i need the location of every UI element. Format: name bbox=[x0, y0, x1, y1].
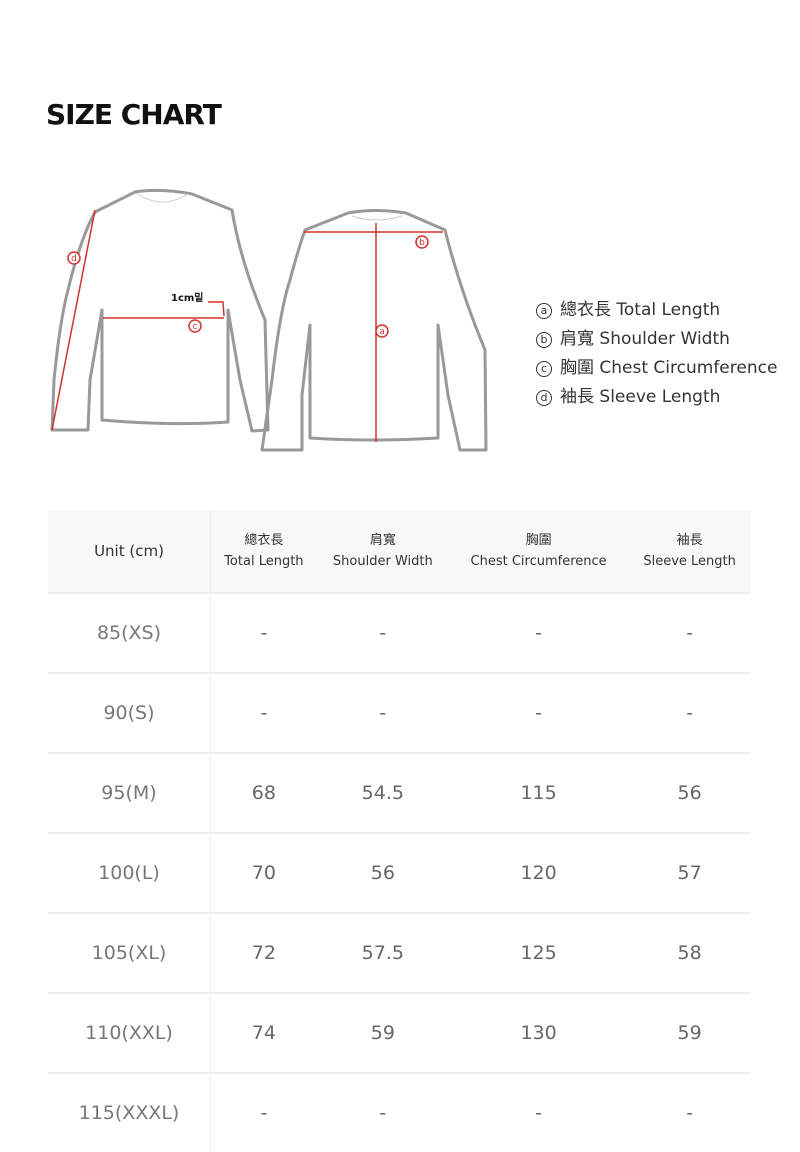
value-cell: - bbox=[379, 1102, 387, 1124]
note-1cm: 1cm밑 bbox=[171, 292, 204, 304]
value-cell: 57.5 bbox=[316, 913, 449, 994]
table-row: 110(XXL) 74 59 130 59 bbox=[48, 993, 751, 1074]
value-cell: 54.5 bbox=[316, 753, 449, 834]
marker-d: d bbox=[71, 254, 77, 264]
legend-item: b 肩寬 Shoulder Width bbox=[536, 325, 777, 354]
column-header: 胸圍 Chest Circumference bbox=[448, 510, 629, 594]
marker-a: a bbox=[379, 327, 385, 337]
page-title: SIZE CHART bbox=[46, 98, 222, 131]
size-cell: 90(S) bbox=[48, 673, 211, 754]
value-cell: 125 bbox=[448, 913, 629, 994]
size-cell: 115(XXXL) bbox=[48, 1073, 211, 1152]
header-zh: 總衣長 bbox=[244, 533, 284, 548]
size-cell: 95(M) bbox=[48, 753, 211, 834]
size-cell: 110(XXL) bbox=[48, 993, 211, 1074]
size-table: Unit (cm) 總衣長 Total Length 肩寬 Shoulder Widt… bbox=[48, 510, 751, 1152]
table-row: 100(L) 70 56 120 57 bbox=[48, 833, 751, 914]
value-cell: - bbox=[448, 593, 629, 674]
value-cell: - bbox=[448, 673, 629, 754]
value-cell: - bbox=[628, 593, 751, 674]
table-row: 85(XS) - - - - bbox=[48, 593, 751, 674]
legend: a 總衣長 Total Length b 肩寬 Shoulder Width c 胸圍… bbox=[536, 296, 777, 412]
value-cell: - bbox=[628, 673, 751, 754]
header-en: Chest Circumference bbox=[470, 554, 607, 569]
header-en: Sleeve Length bbox=[643, 554, 736, 569]
header-zh: 肩寬 bbox=[369, 533, 396, 548]
value-cell: - bbox=[535, 1102, 542, 1124]
column-header: 袖長 Sleeve Length bbox=[628, 510, 751, 594]
value-cell: 57 bbox=[628, 833, 751, 914]
value-cell: 58 bbox=[628, 913, 751, 994]
value-cell: 130 bbox=[448, 993, 629, 1074]
size-cell: 105(XL) bbox=[48, 913, 211, 994]
back-shirt bbox=[260, 209, 488, 452]
value-cell: - bbox=[210, 673, 317, 754]
value-cell: 70 bbox=[210, 833, 317, 914]
legend-item: d 袖長 Sleeve Length bbox=[536, 383, 777, 412]
value-cell: - bbox=[316, 673, 449, 754]
legend-item: c 胸圍 Chest Circumference bbox=[536, 354, 777, 383]
column-header: 肩寬 Shoulder Width bbox=[316, 510, 449, 594]
header-en: Total Length bbox=[224, 554, 304, 569]
marker-c: c bbox=[193, 322, 198, 332]
unit-header: Unit (cm) bbox=[48, 510, 211, 594]
value-cell: - bbox=[260, 1102, 268, 1124]
header-zh: 胸圍 bbox=[525, 533, 552, 548]
shirt-diagram: d c b a 1cm밑 bbox=[50, 188, 488, 452]
value-cell: - bbox=[210, 593, 317, 674]
legend-item: a 總衣長 Total Length bbox=[536, 296, 777, 325]
value-cell: 59 bbox=[628, 993, 751, 1074]
column-header: 總衣長 Total Length bbox=[210, 510, 317, 594]
value-cell: - bbox=[686, 1102, 694, 1124]
value-cell: - bbox=[316, 593, 449, 674]
table-row: 115(XXXL) - - - - bbox=[48, 1073, 751, 1152]
value-cell: 56 bbox=[628, 753, 751, 834]
marker-b: b bbox=[419, 238, 425, 248]
value-cell: 74 bbox=[210, 993, 317, 1074]
table-row: 105(XL) 72 57.5 125 58 bbox=[48, 913, 751, 994]
front-shirt bbox=[50, 188, 270, 433]
value-cell: 56 bbox=[316, 833, 449, 914]
size-cell: 100(L) bbox=[48, 833, 211, 914]
value-cell: 68 bbox=[210, 753, 317, 834]
table-row: 90(S) - - - - bbox=[48, 673, 751, 754]
value-cell: 115 bbox=[448, 753, 629, 834]
size-cell: 85(XS) bbox=[48, 593, 211, 674]
value-cell: 120 bbox=[448, 833, 629, 914]
header-en: Shoulder Width bbox=[332, 554, 433, 569]
value-cell: 72 bbox=[210, 913, 317, 994]
value-cell: 59 bbox=[316, 993, 449, 1074]
table-row: 95(M) 68 54.5 115 56 bbox=[48, 753, 751, 834]
header-zh: 袖長 bbox=[676, 533, 703, 548]
